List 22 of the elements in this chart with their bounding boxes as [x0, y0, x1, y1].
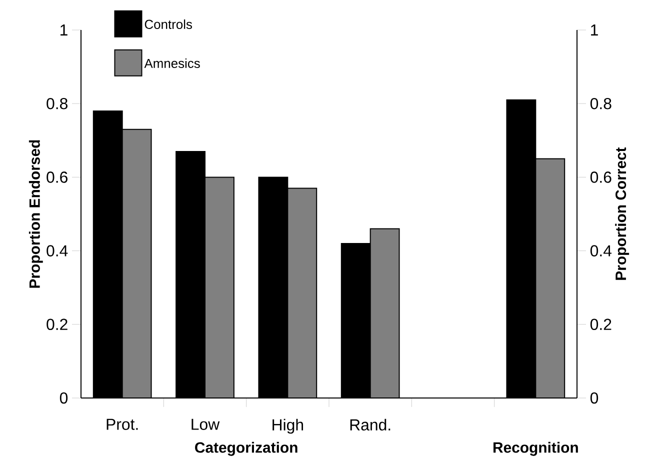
legend-label: Controls	[144, 19, 192, 29]
y-axis-title: Proportion Endorsed	[28, 140, 43, 288]
y2-tick-label: 0.4	[590, 245, 612, 256]
text: Recognition	[494, 442, 578, 456]
y-tick-label: 1	[60, 24, 68, 36]
y2-tick-label: 1	[591, 24, 598, 36]
legend-label: Amnesics	[144, 58, 200, 68]
y-tick-label: 0.2	[46, 318, 68, 330]
x-tick-label: Rand.	[350, 418, 390, 431]
y-tick-label: 0.8	[46, 98, 68, 110]
y-tick-label: 0.4	[46, 245, 68, 256]
y2-axis-title: Proportion Correct	[615, 147, 630, 280]
y-tick-label: 0.6	[46, 172, 68, 183]
x-axis-title: Categorization	[195, 442, 298, 456]
x-tick-label: High	[272, 418, 304, 434]
y2-tick-label: 0	[590, 392, 598, 404]
y-tick-label: 0	[60, 392, 68, 404]
x-tick-label: Prot.	[106, 418, 138, 430]
y2-tick-label: 0.8	[590, 98, 612, 110]
x-tick-label: Low	[192, 418, 220, 430]
y2-tick-label: 0.6	[590, 172, 612, 183]
y2-tick-label: 0.2	[590, 318, 612, 330]
